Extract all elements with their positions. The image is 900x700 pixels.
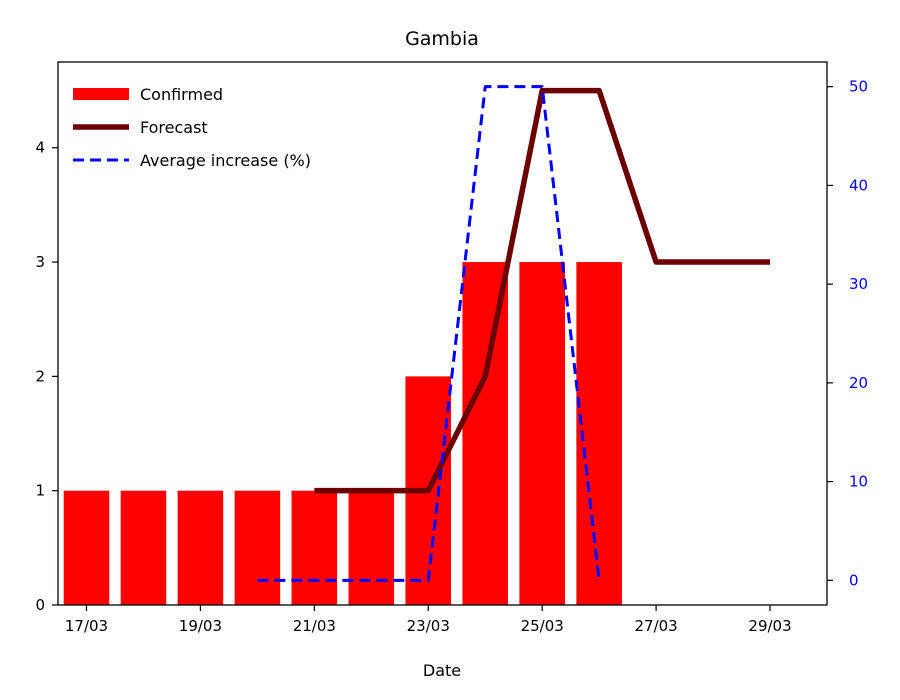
x-tick-label: 19/03 (179, 617, 222, 635)
bar-20-03 (234, 490, 281, 605)
x-tick-label: 17/03 (65, 617, 108, 635)
plot-frame (57, 61, 828, 606)
confirmed-bars (63, 262, 622, 605)
y2-tick-label: 50 (849, 78, 868, 96)
y2-axis-ticks: 0 10 20 30 40 50 (827, 78, 868, 589)
x-tick-label: 21/03 (293, 617, 336, 635)
legend-item: Confirmed (73, 85, 223, 104)
series-lines (257, 85, 771, 582)
bar-22-03 (348, 490, 395, 605)
y-tick-label: 0 (35, 596, 45, 614)
x-tick-label: 29/03 (748, 617, 791, 635)
bar-24-03 (462, 262, 509, 605)
legend-item: Average increase (%) (73, 151, 311, 170)
bar-26-03 (576, 262, 622, 605)
y-tick-label: 3 (35, 253, 45, 271)
legend: Confirmed Forecast Average increase (%) (73, 85, 311, 170)
x-axis-ticks: 17/03 19/03 21/03 23/03 25/03 27/03 29/03 (65, 605, 792, 635)
forecast-line (314, 87, 771, 494)
bar-21-03 (291, 490, 338, 605)
average-increase-line (257, 85, 601, 582)
bar-25-03 (519, 262, 565, 605)
y-tick-label: 4 (35, 139, 45, 157)
bar-19-03 (177, 490, 224, 605)
legend-label: Confirmed (140, 85, 223, 104)
bar-18-03 (120, 490, 167, 605)
legend-label: Forecast (140, 118, 208, 137)
x-tick-label: 25/03 (521, 617, 564, 635)
x-axis-label: Date (423, 661, 461, 680)
x-tick-label: 27/03 (634, 617, 677, 635)
y2-tick-label: 30 (849, 275, 868, 293)
x-tick-label: 23/03 (407, 617, 450, 635)
y2-tick-label: 40 (849, 176, 868, 194)
legend-label: Average increase (%) (140, 151, 311, 170)
y2-tick-label: 0 (849, 571, 859, 589)
y-axis-ticks: 0 1 2 3 4 (35, 139, 58, 614)
legend-swatch-confirmed (73, 88, 129, 100)
y-tick-label: 2 (35, 367, 45, 385)
legend-item: Forecast (73, 118, 208, 137)
y2-tick-label: 20 (849, 374, 868, 392)
chart-title: Gambia (405, 28, 479, 50)
y-tick-label: 1 (35, 482, 45, 500)
bar-17-03 (63, 490, 110, 605)
y2-tick-label: 10 (849, 473, 868, 491)
